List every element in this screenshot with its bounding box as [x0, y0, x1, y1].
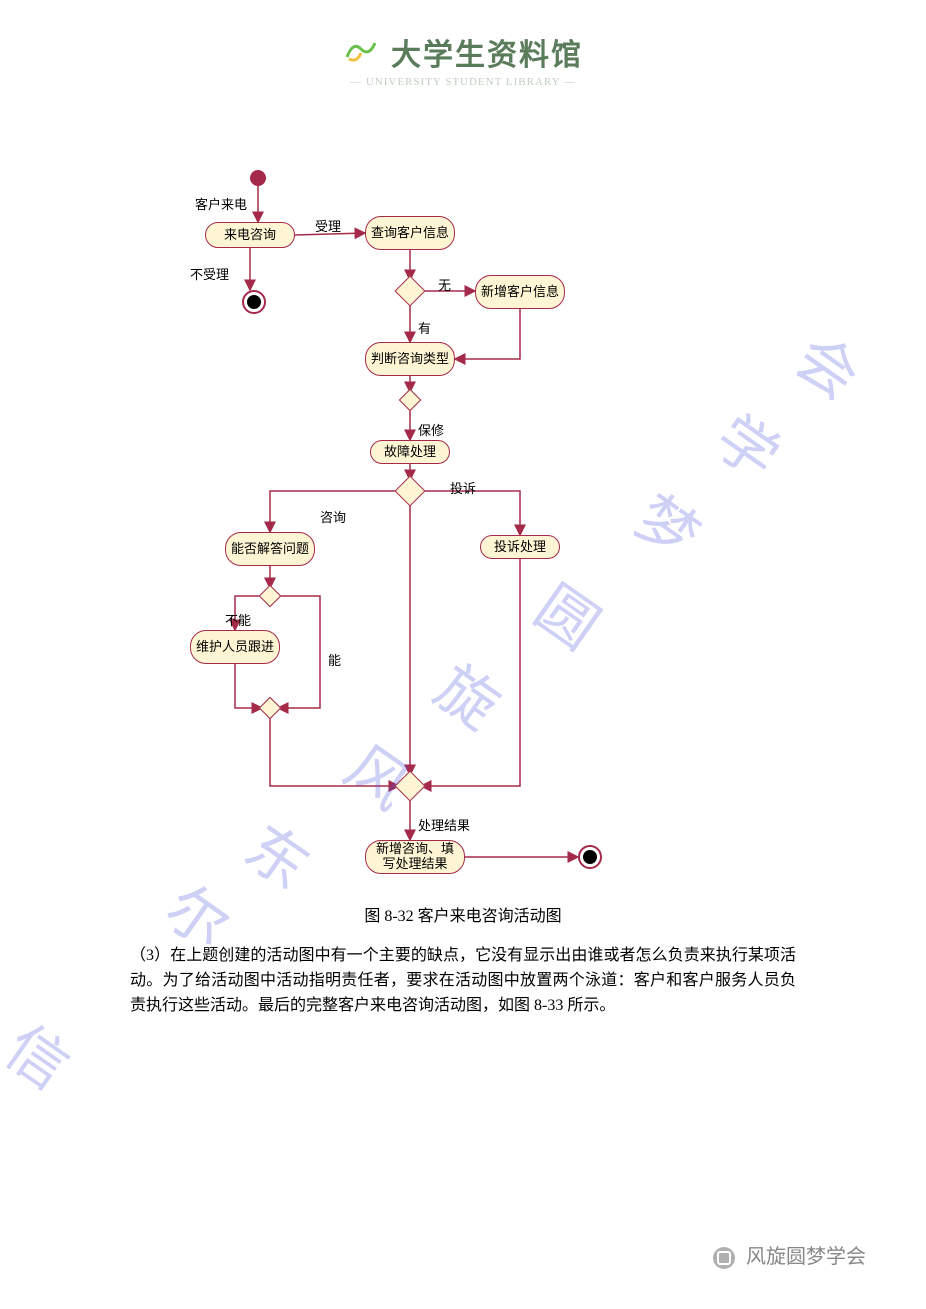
edge-label: 咨询	[320, 507, 346, 526]
activity-diagram: 来电咨询查询客户信息新增客户信息判断咨询类型故障处理能否解答问题投诉处理维护人员…	[170, 160, 660, 880]
edge-label: 不受理	[190, 264, 229, 283]
edge-label: 保修	[418, 420, 444, 439]
edge-label: 投诉	[450, 478, 476, 497]
edge-label: 处理结果	[418, 815, 470, 834]
page-footer: 风旋圆梦学会	[713, 1240, 866, 1269]
edge-label: 能	[328, 650, 341, 669]
header-title: 大学生资料馆	[391, 30, 583, 74]
watermark-char: 学	[700, 391, 799, 497]
body-paragraph: （3）在上题创建的活动图中有一个主要的缺点，它没有显示出由谁或者怎么负责来执行某…	[130, 944, 796, 1018]
watermark-char: 微	[0, 1061, 10, 1167]
wechat-icon	[713, 1247, 735, 1269]
header-subtitle: — UNIVERSITY STUDENT LIBRARY —	[0, 76, 926, 88]
watermark-char: 信	[0, 1001, 90, 1107]
page-header: 大学生资料馆 — UNIVERSITY STUDENT LIBRARY —	[0, 30, 926, 88]
watermark-char: 会	[780, 311, 879, 417]
edge-label: 无	[438, 275, 451, 294]
figure-caption: 图 8-32 客户来电咨询活动图	[0, 902, 926, 926]
header-logo-icon	[343, 35, 379, 70]
edge-label: 受理	[315, 216, 341, 235]
edge-label: 不能	[225, 610, 251, 629]
edge-label: 有	[418, 318, 431, 337]
footer-text: 风旋圆梦学会	[746, 1246, 866, 1268]
edge-label: 客户来电	[195, 194, 247, 213]
